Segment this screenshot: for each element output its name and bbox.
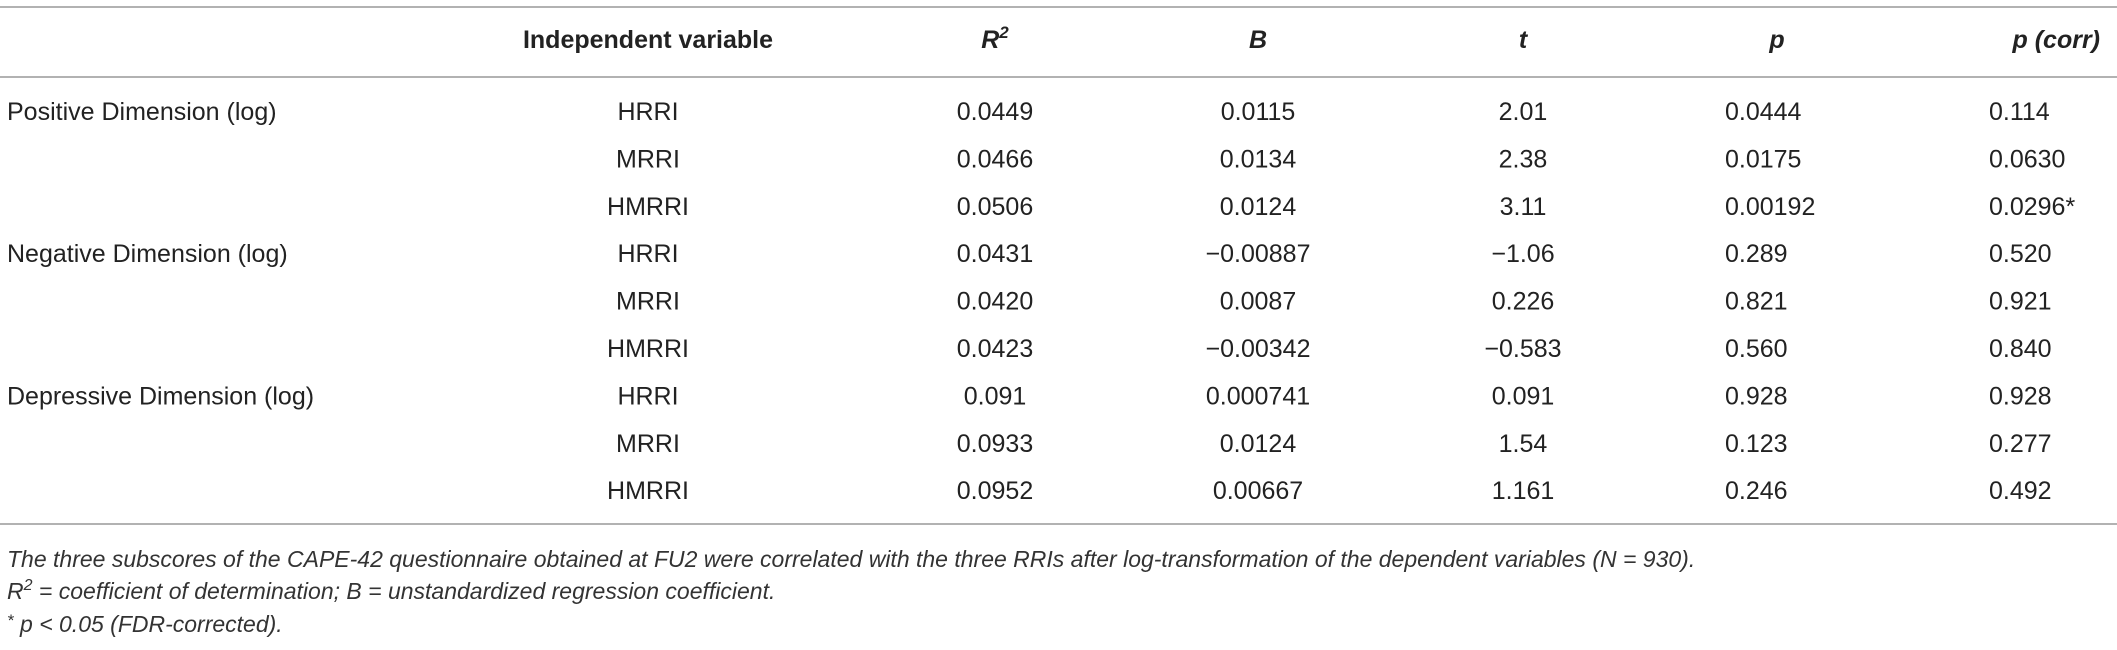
column-header: t <box>1519 26 1529 54</box>
cell-value: −0.00887 <box>1206 240 1311 268</box>
cell-value: 1.161 <box>1492 477 1555 505</box>
cell-value: −0.00342 <box>1206 335 1311 363</box>
independent-variable: MRRI <box>616 430 680 458</box>
cell-value: 0.0124 <box>1220 430 1297 458</box>
cell-value: 0.114 <box>1989 98 2050 126</box>
footnote: * p < 0.05 (FDR-corrected). <box>7 611 283 637</box>
cell-value: 0.289 <box>1725 240 1788 268</box>
cell-value: 0.0952 <box>957 477 1033 505</box>
footnote-superscript: 2 <box>23 577 33 594</box>
cell-value: 0.0933 <box>957 430 1033 458</box>
footnote-text: = coefficient of determination; B = unst… <box>33 578 776 604</box>
footnote: The three subscores of the CAPE-42 quest… <box>7 546 1695 572</box>
cell-value: 0.0175 <box>1725 145 1801 173</box>
cell-value: 0.277 <box>1989 430 2052 458</box>
cell-value: 0.0506 <box>957 193 1033 221</box>
cell-value: 3.11 <box>1500 193 1547 221</box>
independent-variable: HRRI <box>617 98 678 126</box>
cell-value: −1.06 <box>1491 240 1554 268</box>
header-text: R <box>981 26 999 54</box>
cell-value: 0.0466 <box>957 145 1033 173</box>
cell-value: 0.0087 <box>1220 288 1296 316</box>
cell-value: −0.583 <box>1484 335 1561 363</box>
cell-value: 0.0420 <box>957 288 1033 316</box>
cell-value: 0.226 <box>1492 288 1555 316</box>
cell-value: 1.54 <box>1499 430 1548 458</box>
footnote: R2 = coefficient of determination; B = u… <box>7 577 775 604</box>
dependent-variable: Negative Dimension (log) <box>7 240 288 268</box>
cell-value: 0.0431 <box>957 240 1033 268</box>
footnote-symbol: R <box>7 578 24 604</box>
cell-value: 0.0124 <box>1220 193 1297 221</box>
column-header: p (corr) <box>2012 26 2101 54</box>
cell-value: 0.928 <box>1989 382 2052 410</box>
cell-value: 2.01 <box>1499 98 1548 126</box>
cell-value: 0.0134 <box>1220 145 1297 173</box>
cell-value: 0.00667 <box>1213 477 1303 505</box>
cell-value: 0.0423 <box>957 335 1033 363</box>
cell-value: 0.246 <box>1725 477 1788 505</box>
independent-variable: MRRI <box>616 288 680 316</box>
cell-value: 0.520 <box>1989 240 2052 268</box>
column-header: R2 <box>981 23 1009 54</box>
independent-variable: MRRI <box>616 145 680 173</box>
cell-value: 0.0115 <box>1221 98 1296 126</box>
column-header: B <box>1249 26 1267 54</box>
cell-value: 0.0630 <box>1989 145 2065 173</box>
cell-value: 0.0296* <box>1989 193 2075 221</box>
cell-value: 0.821 <box>1725 288 1788 316</box>
footnote-superscript: * <box>7 611 15 630</box>
cell-value: 0.840 <box>1989 335 2052 363</box>
cell-value: 0.560 <box>1725 335 1788 363</box>
footnote-text: p < 0.05 (FDR-corrected). <box>14 611 283 637</box>
dependent-variable: Positive Dimension (log) <box>7 98 277 126</box>
cell-value: 0.091 <box>964 382 1027 410</box>
independent-variable: HRRI <box>617 240 678 268</box>
cell-value: 0.123 <box>1725 430 1788 458</box>
cell-value: 0.0444 <box>1725 98 1802 126</box>
cell-value: 2.38 <box>1499 145 1548 173</box>
cell-value: 0.928 <box>1725 382 1788 410</box>
column-header: p <box>1768 26 1784 54</box>
cell-value: 0.921 <box>1989 288 2052 316</box>
independent-variable: HRRI <box>617 382 678 410</box>
header-superscript: 2 <box>998 23 1009 42</box>
cell-value: 0.0449 <box>957 98 1033 126</box>
independent-variable: HMRRI <box>607 477 689 505</box>
cell-value: 0.00192 <box>1725 193 1815 221</box>
cell-value: 0.492 <box>1989 477 2052 505</box>
independent-variable: HMRRI <box>607 193 689 221</box>
cell-value: 0.000741 <box>1206 382 1310 410</box>
independent-variable: HMRRI <box>607 335 689 363</box>
cell-value: 0.091 <box>1492 382 1555 410</box>
dependent-variable: Depressive Dimension (log) <box>7 382 314 410</box>
column-header: Independent variable <box>523 26 773 54</box>
